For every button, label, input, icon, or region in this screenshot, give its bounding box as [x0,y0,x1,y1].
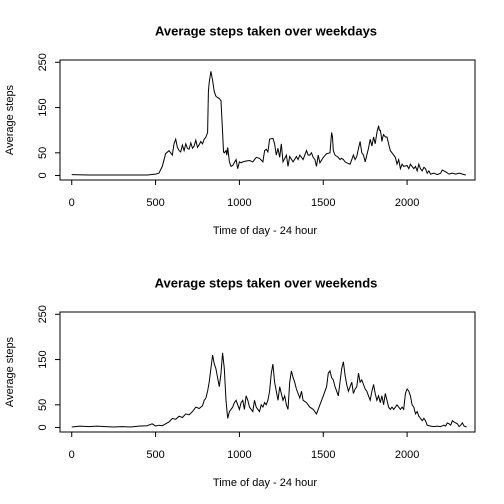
plot-box [60,312,475,432]
x-tick-label: 500 [146,449,164,461]
x-tick-label: 2000 [395,449,419,461]
y-axis: 0 50 150 250 [37,53,60,178]
plot-box [60,60,475,180]
x-tick-label: 0 [69,449,75,461]
y-tick-label: 250 [37,305,49,323]
x-tick-label: 1500 [311,449,335,461]
chart-panel-weekends: Average steps taken over weekends 0 500 10… [4,276,475,490]
x-axis: 0 500 1000 1500 2000 [69,180,420,209]
x-tick-label: 500 [146,197,164,209]
x-axis-label: Time of day - 24 hour [213,225,317,237]
y-tick-label: 150 [37,98,49,116]
series-line [72,353,467,427]
y-tick-label: 50 [37,147,49,159]
x-axis-label: Time of day - 24 hour [213,477,317,489]
x-axis: 0 500 1000 1500 2000 [69,432,420,461]
y-tick-label: 150 [37,350,49,368]
series-line [72,71,466,175]
x-tick-label: 0 [69,197,75,209]
x-tick-label: 1500 [311,197,335,209]
x-tick-label: 2000 [395,197,419,209]
y-tick-label: 50 [37,399,49,411]
x-tick-label: 1000 [227,449,251,461]
y-axis: 0 50 150 250 [37,305,60,430]
chart-title: Average steps taken over weekends [155,276,378,291]
y-tick-label: 250 [37,53,49,71]
chart-title: Average steps taken over weekdays [155,24,377,39]
y-tick-label: 0 [37,424,49,430]
y-tick-label: 0 [37,172,49,178]
y-axis-label: Average steps [4,336,16,407]
y-axis-label: Average steps [4,84,16,155]
chart-panel-weekdays: Average steps taken over weekdays 0 500 10… [4,24,475,238]
x-tick-label: 1000 [227,197,251,209]
